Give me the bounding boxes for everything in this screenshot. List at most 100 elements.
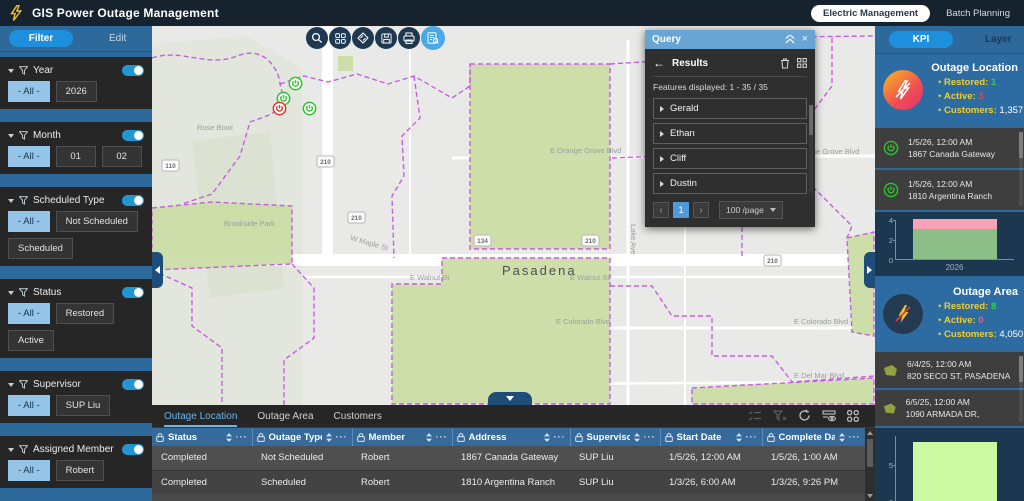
stacked-bar-2026[interactable] <box>912 219 998 259</box>
filter-toggle[interactable] <box>122 195 144 206</box>
search-icon[interactable] <box>306 27 328 49</box>
nav-batch-planning[interactable]: Batch Planning <box>946 7 1010 19</box>
result-item[interactable]: Dustin <box>653 173 807 194</box>
filter-option[interactable]: - All - <box>8 395 50 416</box>
query-panel-header[interactable]: Query × <box>645 30 815 49</box>
clear-filter-icon[interactable] <box>773 409 787 422</box>
column-menu-icon[interactable]: ··· <box>435 432 448 442</box>
filter-option[interactable]: Not Scheduled <box>55 211 138 232</box>
filter-option[interactable]: SUP Liu <box>55 395 111 416</box>
table-row[interactable]: Completed Scheduled Robert 1810 Argentina … <box>152 470 865 495</box>
column-menu-icon[interactable]: ··· <box>335 432 348 442</box>
selection-list-icon[interactable] <box>748 410 762 422</box>
filter-option[interactable]: Scheduled <box>8 238 73 259</box>
filter-option[interactable]: Active <box>8 330 54 351</box>
sort-icon[interactable] <box>838 432 845 442</box>
column-header-start-date[interactable]: Start Date ··· <box>660 428 763 446</box>
list-item[interactable]: 6/4/25, 12:00 AM 820 SECO ST, PASADENA <box>875 352 1024 388</box>
table-scrollbar[interactable] <box>865 428 875 501</box>
column-header-member[interactable]: Member ··· <box>352 428 453 446</box>
list-item[interactable]: 1/5/26, 12:00 AM 1810 Argentina Ranch <box>875 170 1024 210</box>
tab-outage-area[interactable]: Outage Area <box>257 411 313 427</box>
map-canvas[interactable]: 110 210 210 134 210 210 Rose Bowl Brooks… <box>152 26 875 405</box>
filter-option[interactable]: 01 <box>55 146 96 167</box>
measure-icon[interactable] <box>352 27 374 49</box>
sort-icon[interactable] <box>543 432 550 442</box>
filter-option[interactable]: Restored <box>55 303 115 324</box>
outage-marker-restored[interactable] <box>302 101 317 121</box>
collapse-caret-icon[interactable] <box>8 198 14 203</box>
filter-option[interactable]: Robert <box>55 460 105 481</box>
basemap-icon[interactable] <box>329 27 351 49</box>
next-page-button[interactable]: › <box>693 202 709 218</box>
collapse-caret-icon[interactable] <box>8 290 14 295</box>
list-item[interactable]: 1/5/26, 12:00 AM 1867 Canada Gateway <box>875 128 1024 168</box>
column-menu-icon[interactable]: ··· <box>848 432 861 442</box>
column-header-outage-type[interactable]: Outage Type ··· <box>252 428 353 446</box>
collapse-bottom-panel-handle[interactable] <box>488 392 532 405</box>
list-scrollbar[interactable] <box>1019 356 1023 422</box>
actions-grid-icon[interactable] <box>797 58 807 68</box>
result-item[interactable]: Ethan <box>653 123 807 144</box>
outage-marker-restored[interactable] <box>288 76 303 96</box>
column-menu-icon[interactable]: ··· <box>745 432 758 442</box>
scroll-up-icon[interactable] <box>865 428 875 438</box>
tab-outage-location[interactable]: Outage Location <box>164 411 238 427</box>
filter-toggle[interactable] <box>122 379 144 390</box>
filter-option[interactable]: - All - <box>8 460 50 481</box>
tab-kpi[interactable]: KPI <box>889 31 953 48</box>
scroll-down-icon[interactable] <box>865 491 875 501</box>
results-scrollbar[interactable] <box>809 105 813 193</box>
show-columns-icon[interactable] <box>822 409 836 422</box>
sort-icon[interactable] <box>425 432 432 442</box>
collapse-caret-icon[interactable] <box>8 382 14 387</box>
collapse-right-panel-handle[interactable] <box>864 252 875 288</box>
table-row[interactable]: Completed Not Scheduled Robert 1867 Canada… <box>152 446 865 471</box>
column-header-supervisor[interactable]: Supervisor ··· <box>570 428 661 446</box>
outage-area-polygons[interactable] <box>152 63 875 405</box>
nav-electric-management[interactable]: Electric Management <box>811 4 931 22</box>
filter-toggle[interactable] <box>122 444 144 455</box>
save-icon[interactable] <box>375 27 397 49</box>
tab-edit[interactable]: Edit <box>109 33 127 44</box>
tab-layer[interactable]: Layer <box>985 34 1012 45</box>
filter-option[interactable]: - All - <box>8 303 50 324</box>
current-page-button[interactable]: 1 <box>673 202 689 218</box>
page-size-select[interactable]: 100 /page <box>719 201 783 219</box>
column-header-complete-date[interactable]: Complete Date ··· <box>762 428 866 446</box>
dock-icon[interactable] <box>785 35 795 44</box>
collapse-left-panel-handle[interactable] <box>152 252 163 288</box>
back-arrow-icon[interactable]: ← <box>653 56 665 70</box>
result-item[interactable]: Cliff <box>653 148 807 169</box>
filter-option[interactable]: - All - <box>8 81 50 102</box>
refresh-icon[interactable] <box>798 409 811 422</box>
tab-filter[interactable]: Filter <box>9 30 73 47</box>
sort-icon[interactable] <box>325 432 332 442</box>
tab-customers[interactable]: Customers <box>334 411 382 427</box>
filter-toggle[interactable] <box>122 287 144 298</box>
column-header-status[interactable]: Status ··· <box>152 428 253 446</box>
column-menu-icon[interactable]: ··· <box>643 432 656 442</box>
filter-toggle[interactable] <box>122 130 144 141</box>
close-icon[interactable]: × <box>801 33 808 45</box>
filter-option[interactable]: 02 <box>101 146 142 167</box>
collapse-caret-icon[interactable] <box>8 68 14 73</box>
column-header-address[interactable]: Address ··· <box>452 428 571 446</box>
filter-toggle[interactable] <box>122 65 144 76</box>
filter-option[interactable]: 2026 <box>55 81 97 102</box>
outage-marker-active[interactable] <box>272 101 287 121</box>
list-item[interactable]: 6/5/25, 12:00 AM 1090 ARMADA DR, PASADENA <box>875 390 1024 426</box>
trash-icon[interactable] <box>780 58 790 69</box>
result-item[interactable]: Gerald <box>653 98 807 119</box>
outage-area-polygon-small[interactable] <box>338 56 353 71</box>
bar-2025[interactable] <box>912 442 998 501</box>
column-menu-icon[interactable]: ··· <box>235 432 248 442</box>
sort-icon[interactable] <box>633 432 640 442</box>
query-icon[interactable] <box>421 26 445 50</box>
column-menu-icon[interactable]: ··· <box>553 432 566 442</box>
sort-icon[interactable] <box>225 432 232 442</box>
list-scrollbar[interactable] <box>1019 132 1023 206</box>
filter-option[interactable]: - All - <box>8 146 50 167</box>
outage-marker-restored[interactable] <box>276 91 291 111</box>
actions-grid-icon[interactable] <box>847 409 859 422</box>
